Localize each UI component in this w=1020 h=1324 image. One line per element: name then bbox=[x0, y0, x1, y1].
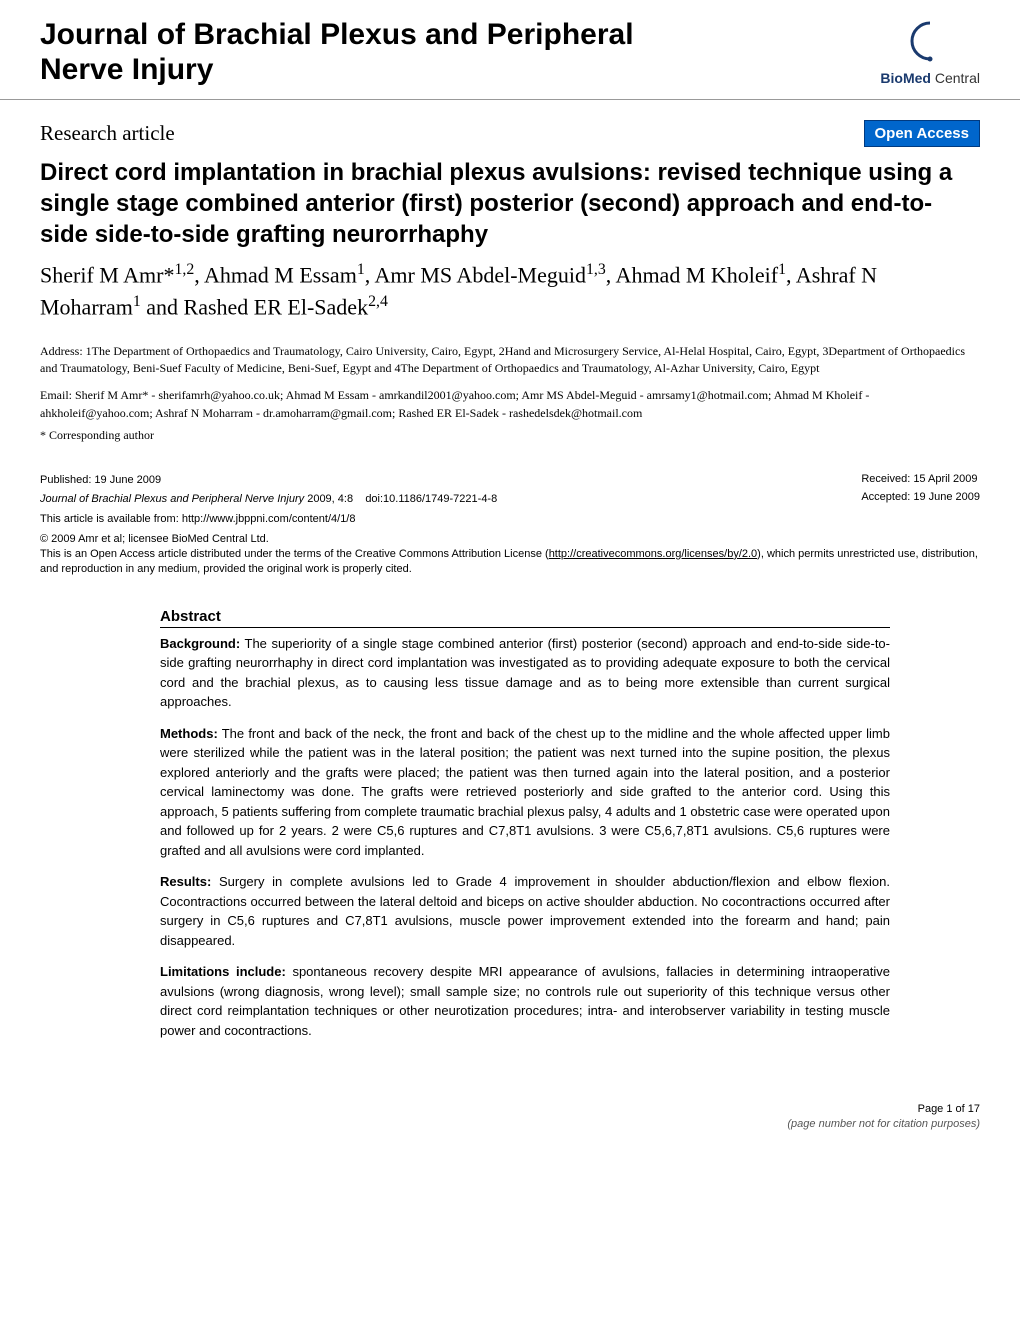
publisher-bold: BioMed bbox=[880, 70, 931, 86]
article-title: Direct cord implantation in brachial ple… bbox=[40, 157, 980, 251]
corresponding-author-note: * Corresponding author bbox=[40, 428, 980, 443]
article-header-row: Research article Open Access bbox=[40, 120, 980, 147]
open-access-badge: Open Access bbox=[864, 120, 981, 147]
page-header: Journal of Brachial Plexus and Periphera… bbox=[0, 0, 1020, 100]
authors-list: Sherif M Amr*1,2, Ahmad M Essam1, Amr MS… bbox=[40, 259, 980, 323]
abstract-methods: Methods: The front and back of the neck,… bbox=[160, 724, 890, 861]
abstract-methods-label: Methods: bbox=[160, 726, 218, 741]
publication-left: Published: 19 June 2009 Journal of Brach… bbox=[40, 471, 497, 508]
abstract-container: Abstract Background: The superiority of … bbox=[40, 608, 980, 1041]
page-note: (page number not for citation purposes) bbox=[40, 1117, 980, 1132]
abstract-bg-label: Background: bbox=[160, 636, 240, 651]
page-footer: Page 1 of 17 (page number not for citati… bbox=[0, 1082, 1020, 1149]
abstract-results-text: Surgery in complete avulsions led to Gra… bbox=[160, 874, 890, 948]
logo-icon bbox=[908, 19, 952, 63]
article-url-line: This article is available from: http://w… bbox=[40, 513, 980, 525]
main-content: Research article Open Access Direct cord… bbox=[0, 100, 1020, 1082]
article-type: Research article bbox=[40, 121, 175, 146]
license-before: This is an Open Access article distribut… bbox=[40, 548, 549, 560]
journal-year-vol: 2009, 4:8 bbox=[307, 493, 353, 505]
publication-metadata: Published: 19 June 2009 Journal of Brach… bbox=[40, 471, 980, 508]
license-url[interactable]: http://creativecommons.org/licenses/by/2… bbox=[549, 548, 757, 560]
abstract-bg-text: The superiority of a single stage combin… bbox=[160, 636, 890, 710]
received-date: Received: 15 April 2009 bbox=[861, 471, 980, 489]
doi: doi:10.1186/1749-7221-4-8 bbox=[365, 493, 497, 505]
license-text: This is an Open Access article distribut… bbox=[40, 547, 980, 578]
journal-reference: Journal of Brachial Plexus and Periphera… bbox=[40, 490, 497, 509]
abstract-background: Background: The superiority of a single … bbox=[160, 634, 890, 712]
journal-title: Journal of Brachial Plexus and Periphera… bbox=[40, 18, 690, 87]
published-date: Published: 19 June 2009 bbox=[40, 471, 497, 490]
publisher-name: BioMed Central bbox=[880, 70, 980, 86]
abstract-results: Results: Surgery in complete avulsions l… bbox=[160, 872, 890, 950]
article-url-label: This article is available from: bbox=[40, 513, 182, 525]
publisher-light: Central bbox=[935, 70, 980, 86]
abstract-methods-text: The front and back of the neck, the fron… bbox=[160, 726, 890, 858]
affiliations: Address: 1The Department of Orthopaedics… bbox=[40, 343, 980, 377]
abstract-heading: Abstract bbox=[160, 608, 890, 628]
publisher-logo: BioMed Central bbox=[880, 19, 980, 86]
abstract-results-label: Results: bbox=[160, 874, 211, 889]
publication-right: Received: 15 April 2009 Accepted: 19 Jun… bbox=[861, 471, 980, 508]
page-number: Page 1 of 17 bbox=[40, 1102, 980, 1117]
journal-ref-name: Journal of Brachial Plexus and Periphera… bbox=[40, 493, 304, 505]
abstract-limitations: Limitations include: spontaneous recover… bbox=[160, 962, 890, 1040]
abstract-limitations-label: Limitations include: bbox=[160, 964, 286, 979]
author-emails: Email: Sherif M Amr* - sherifamrh@yahoo.… bbox=[40, 386, 980, 422]
accepted-date: Accepted: 19 June 2009 bbox=[861, 489, 980, 507]
article-url[interactable]: http://www.jbppni.com/content/4/1/8 bbox=[182, 513, 356, 525]
copyright: © 2009 Amr et al; licensee BioMed Centra… bbox=[40, 533, 980, 545]
